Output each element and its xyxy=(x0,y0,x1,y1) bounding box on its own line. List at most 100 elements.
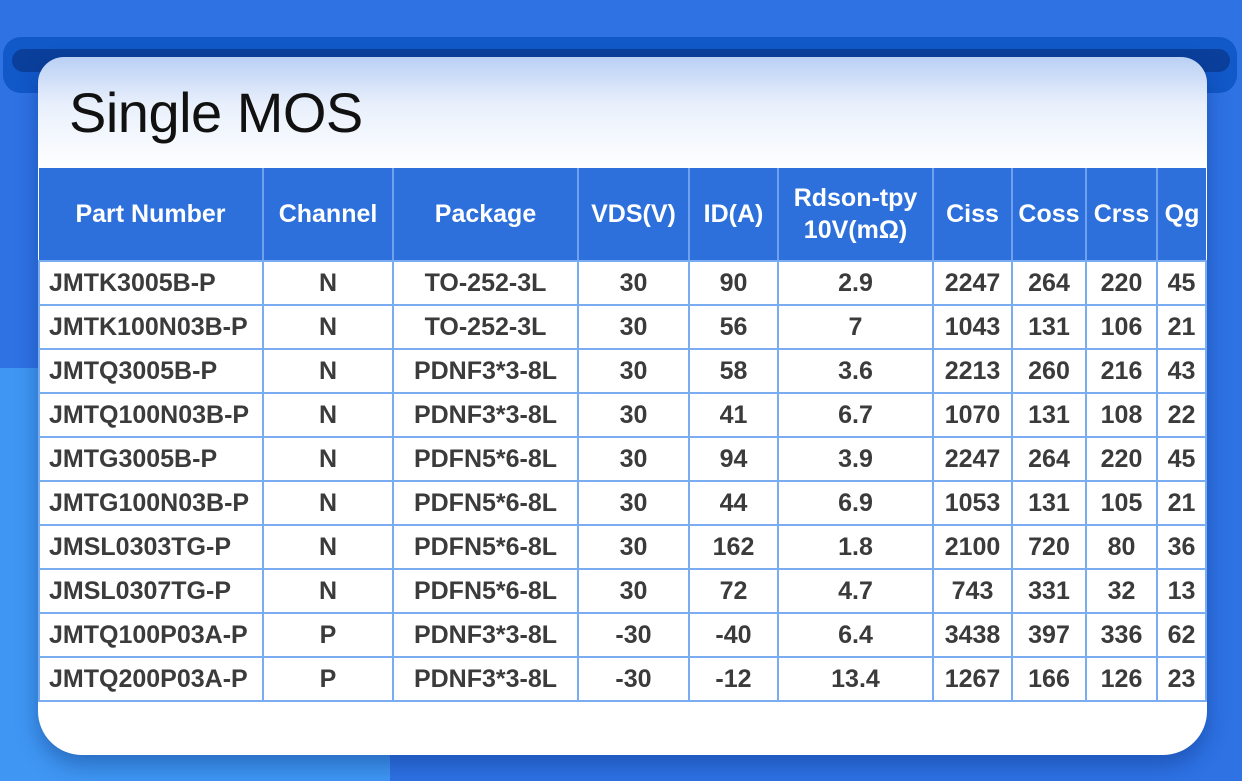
column-header-vds_v: VDS(V) xyxy=(578,168,690,262)
cell-ciss: 1053 xyxy=(932,480,1013,526)
cell-channel: N xyxy=(262,260,394,306)
table-row: JMSL0303TG-P N PDFN5*6-8L 30 162 1.8 2100 720 80… xyxy=(38,524,1207,570)
cell-package: PDNF3*3-8L xyxy=(392,656,579,702)
cell-part_number: JMTQ3005B-P xyxy=(38,348,264,394)
cell-crss: 108 xyxy=(1085,392,1158,438)
cell-channel: N xyxy=(262,392,394,438)
table-row: JMTK100N03B-P N TO-252-3L 30 56 7 1043 131 106 21 xyxy=(38,304,1207,350)
cell-rdson_tpy_10v_mohm: 7 xyxy=(777,304,934,350)
cell-ciss: 1267 xyxy=(932,656,1013,702)
cell-rdson_tpy_10v_mohm: 6.7 xyxy=(777,392,934,438)
cell-channel: N xyxy=(262,304,394,350)
cell-id_a: -40 xyxy=(688,612,779,658)
cell-id_a: 41 xyxy=(688,392,779,438)
cell-vds_v: 30 xyxy=(577,524,690,570)
cell-rdson_tpy_10v_mohm: 2.9 xyxy=(777,260,934,306)
column-header-package: Package xyxy=(393,168,579,262)
cell-vds_v: -30 xyxy=(577,612,690,658)
cell-id_a: 94 xyxy=(688,436,779,482)
cell-ciss: 743 xyxy=(932,568,1013,614)
cell-ciss: 2100 xyxy=(932,524,1013,570)
cell-id_a: 58 xyxy=(688,348,779,394)
cell-crss: 105 xyxy=(1085,480,1158,526)
table-row: JMTQ100N03B-P N PDNF3*3-8L 30 41 6.7 1070 131 10… xyxy=(38,392,1207,438)
cell-channel: P xyxy=(262,612,394,658)
cell-coss: 720 xyxy=(1011,524,1087,570)
cell-ciss: 2247 xyxy=(932,436,1013,482)
cell-rdson_tpy_10v_mohm: 1.8 xyxy=(777,524,934,570)
cell-part_number: JMTK3005B-P xyxy=(38,260,264,306)
table-row: JMTQ3005B-P N PDNF3*3-8L 30 58 3.6 2213 260 216 4… xyxy=(38,348,1207,394)
cell-rdson_tpy_10v_mohm: 3.9 xyxy=(777,436,934,482)
cell-id_a: -12 xyxy=(688,656,779,702)
cell-part_number: JMTQ200P03A-P xyxy=(38,656,264,702)
cell-part_number: JMTQ100P03A-P xyxy=(38,612,264,658)
cell-coss: 131 xyxy=(1011,480,1087,526)
cell-crss: 336 xyxy=(1085,612,1158,658)
cell-qg: 23 xyxy=(1156,656,1207,702)
cell-ciss: 2213 xyxy=(932,348,1013,394)
cell-qg: 45 xyxy=(1156,436,1207,482)
cell-qg: 22 xyxy=(1156,392,1207,438)
cell-qg: 21 xyxy=(1156,304,1207,350)
column-header-crss: Crss xyxy=(1086,168,1158,262)
cell-id_a: 162 xyxy=(688,524,779,570)
cell-rdson_tpy_10v_mohm: 6.4 xyxy=(777,612,934,658)
column-header-rdson_tpy_10v_mohm: Rdson-tpy 10V(mΩ) xyxy=(778,168,934,262)
cell-package: PDFN5*6-8L xyxy=(392,480,579,526)
cell-vds_v: 30 xyxy=(577,568,690,614)
mos-spec-table: Part Number Channel Package VDS(V) ID(A) Rdso… xyxy=(38,168,1207,702)
cell-package: PDFN5*6-8L xyxy=(392,524,579,570)
cell-part_number: JMSL0307TG-P xyxy=(38,568,264,614)
table-row: JMSL0307TG-P N PDFN5*6-8L 30 72 4.7 743 331 32 13 xyxy=(38,568,1207,614)
cell-ciss: 2247 xyxy=(932,260,1013,306)
cell-ciss: 3438 xyxy=(932,612,1013,658)
cell-package: TO-252-3L xyxy=(392,304,579,350)
cell-vds_v: -30 xyxy=(577,656,690,702)
cell-coss: 260 xyxy=(1011,348,1087,394)
cell-coss: 397 xyxy=(1011,612,1087,658)
cell-crss: 216 xyxy=(1085,348,1158,394)
cell-channel: P xyxy=(262,656,394,702)
cell-ciss: 1043 xyxy=(932,304,1013,350)
cell-channel: N xyxy=(262,568,394,614)
table-row: JMTQ200P03A-P P PDNF3*3-8L -30 -12 13.4 1267 16… xyxy=(38,656,1207,702)
column-header-id_a: ID(A) xyxy=(689,168,779,262)
column-header-coss: Coss xyxy=(1012,168,1087,262)
cell-rdson_tpy_10v_mohm: 13.4 xyxy=(777,656,934,702)
page-title: Single MOS xyxy=(69,81,363,144)
cell-id_a: 56 xyxy=(688,304,779,350)
cell-channel: N xyxy=(262,436,394,482)
cell-part_number: JMSL0303TG-P xyxy=(38,524,264,570)
cell-rdson_tpy_10v_mohm: 4.7 xyxy=(777,568,934,614)
cell-vds_v: 30 xyxy=(577,392,690,438)
table-header-row: Part Number Channel Package VDS(V) ID(A) Rdso… xyxy=(39,168,1206,262)
table-row: JMTG3005B-P N PDFN5*6-8L 30 94 3.9 2247 264 220 4… xyxy=(38,436,1207,482)
cell-vds_v: 30 xyxy=(577,348,690,394)
cell-channel: N xyxy=(262,480,394,526)
cell-id_a: 90 xyxy=(688,260,779,306)
cell-channel: N xyxy=(262,348,394,394)
cell-crss: 106 xyxy=(1085,304,1158,350)
cell-part_number: JMTK100N03B-P xyxy=(38,304,264,350)
cell-coss: 264 xyxy=(1011,436,1087,482)
cell-package: PDNF3*3-8L xyxy=(392,392,579,438)
cell-crss: 80 xyxy=(1085,524,1158,570)
cell-ciss: 1070 xyxy=(932,392,1013,438)
cell-vds_v: 30 xyxy=(577,304,690,350)
cell-coss: 166 xyxy=(1011,656,1087,702)
table-row: JMTQ100P03A-P P PDNF3*3-8L -30 -40 6.4 3438 397… xyxy=(38,612,1207,658)
column-header-channel: Channel xyxy=(263,168,394,262)
cell-vds_v: 30 xyxy=(577,480,690,526)
cell-part_number: JMTG100N03B-P xyxy=(38,480,264,526)
cell-crss: 220 xyxy=(1085,260,1158,306)
cell-package: PDNF3*3-8L xyxy=(392,612,579,658)
cell-crss: 126 xyxy=(1085,656,1158,702)
cell-qg: 21 xyxy=(1156,480,1207,526)
cell-part_number: JMTQ100N03B-P xyxy=(38,392,264,438)
cell-id_a: 72 xyxy=(688,568,779,614)
cell-channel: N xyxy=(262,524,394,570)
cell-crss: 220 xyxy=(1085,436,1158,482)
cell-qg: 62 xyxy=(1156,612,1207,658)
